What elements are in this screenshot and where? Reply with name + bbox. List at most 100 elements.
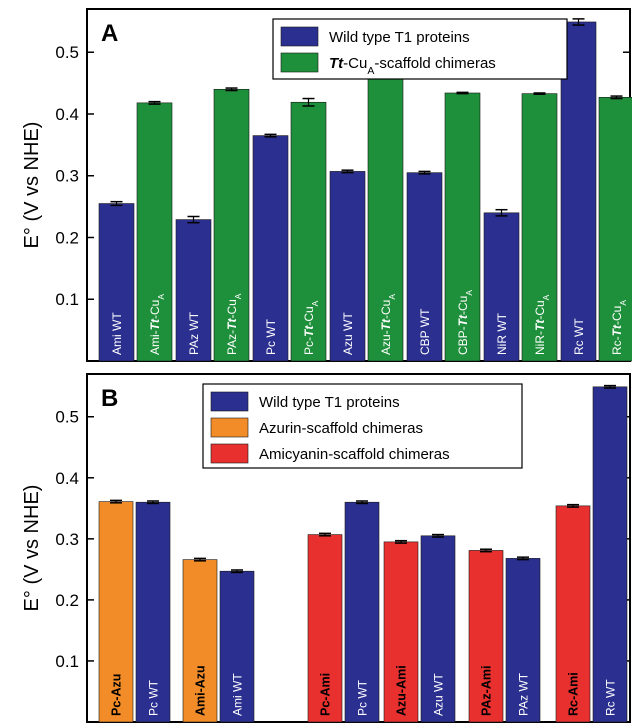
bar xyxy=(406,172,443,362)
bar-label-part: A xyxy=(233,293,243,299)
y-tick-label: 0.1 xyxy=(55,652,79,671)
bar-label-part: PAz- xyxy=(225,330,239,355)
bar xyxy=(135,501,171,723)
bar-label: Pc-Azu xyxy=(110,674,124,716)
bar-label-part: Azu WT xyxy=(341,312,355,355)
bar xyxy=(468,550,504,723)
bar-label: Pc WT xyxy=(147,679,161,716)
bar-label-part: Rc- xyxy=(610,336,624,355)
panel-B: 0.1 0.2 0.3 0.4 0.5 E° (V vs NHE) B Pc-Azu Pc WT… xyxy=(21,373,631,723)
bar-label: Ami-Tt-CuA xyxy=(148,294,166,355)
bar-label-part: Ami- xyxy=(148,330,162,355)
bar xyxy=(329,171,366,362)
bar xyxy=(213,88,250,362)
bar-label-part: CBP WT xyxy=(418,308,432,355)
bar-label-part: -Cu xyxy=(456,296,470,315)
y-tick-label: 0.4 xyxy=(55,469,79,488)
legend-label-part: Amicyanin-scaffold chimeras xyxy=(259,446,450,463)
bar-label-part: Pc WT xyxy=(264,318,278,355)
bar-label: Rc WT xyxy=(572,318,586,355)
bar-label: Pc-Ami xyxy=(319,673,333,716)
bar-label: Azu WT xyxy=(432,673,446,716)
y-tick-label: 0.3 xyxy=(55,167,79,186)
bar xyxy=(219,570,255,723)
bar-label-part: Azu-Ami xyxy=(395,665,409,716)
bar xyxy=(136,102,173,362)
y-tick-label: 0.1 xyxy=(55,290,79,309)
y-tick-label: 0.4 xyxy=(55,105,79,124)
panel-letter: A xyxy=(101,20,118,47)
y-tick-label: 0.2 xyxy=(55,228,79,247)
bar xyxy=(592,386,628,723)
y-axis-label: E° (V vs NHE) xyxy=(21,485,43,612)
bar xyxy=(383,541,419,723)
legend-label-part: Azurin-scaffold chimeras xyxy=(259,420,423,437)
legend-swatch xyxy=(280,52,319,73)
legend-label-part: A xyxy=(367,65,374,77)
legend-swatch xyxy=(210,417,249,438)
bar-label-part: Tt xyxy=(456,314,470,326)
bar-label-part: NiR- xyxy=(533,331,547,355)
bar-label: CBP WT xyxy=(418,308,432,355)
bar xyxy=(290,101,327,362)
bar-label-part: NiR WT xyxy=(495,312,509,355)
y-tick-label: 0.3 xyxy=(55,530,79,549)
bar-label: NiR-Tt-CuA xyxy=(533,294,551,355)
bar xyxy=(98,203,135,362)
bar-label-part: A xyxy=(387,294,397,300)
legend-label-part: -scaffold chimeras xyxy=(374,55,495,72)
bar-label-part: Tt xyxy=(148,318,162,330)
bar-label: Azu-Tt-CuA xyxy=(379,294,397,355)
bar xyxy=(367,71,404,362)
legend-box xyxy=(272,18,568,80)
bar-label-part: Rc WT xyxy=(572,318,586,355)
bar-label: CBP-Tt-CuA xyxy=(456,290,474,355)
bar-label: Rc-Tt-CuA xyxy=(610,300,628,355)
bar-label: PAz WT xyxy=(187,311,201,355)
bar xyxy=(175,219,212,362)
bar xyxy=(98,501,134,723)
bar-label: Pc-Tt-CuA xyxy=(302,300,320,355)
legend-box xyxy=(202,383,523,469)
bar-label: Azu-Ami xyxy=(395,665,409,716)
bar-label-part: Pc-Ami xyxy=(319,673,333,716)
bar-label-part: A xyxy=(541,294,551,300)
bar-label: Ami WT xyxy=(110,312,124,355)
legend-label-part: Tt xyxy=(329,55,344,72)
y-tick-label: 0.5 xyxy=(55,43,79,62)
legend-swatch xyxy=(210,391,249,412)
bar-label-part: -Cu xyxy=(533,300,547,319)
bar-label-part: PAz-Ami xyxy=(480,666,494,716)
legend-label-part: -Cu xyxy=(343,55,367,72)
bar xyxy=(555,505,591,723)
bar xyxy=(505,558,541,723)
bar-label: NiR WT xyxy=(495,312,509,355)
bar-label-part: -Cu xyxy=(302,306,316,325)
bar-label-part: Ami WT xyxy=(110,312,124,355)
bar-label-part: Pc WT xyxy=(356,679,370,716)
bar-label-part: Pc WT xyxy=(147,679,161,716)
bar-label: Pc WT xyxy=(356,679,370,716)
bar-label: PAz-Tt-CuA xyxy=(225,293,243,355)
bar-label-part: A xyxy=(618,300,628,306)
bar xyxy=(344,501,380,723)
bar-label: PAz WT xyxy=(517,672,531,716)
bar-label-part: Rc WT xyxy=(604,679,618,716)
y-tick-label: 0.2 xyxy=(55,591,79,610)
bar-label-part: Tt xyxy=(225,318,239,330)
bar-label-part: PAz WT xyxy=(187,311,201,355)
bar-label-part: Tt xyxy=(610,324,624,336)
bar-label: Rc WT xyxy=(604,679,618,716)
bar-label-part: Tt xyxy=(533,319,547,331)
bar-label-part: -Cu xyxy=(148,300,162,319)
bar-label-part: -Cu xyxy=(379,300,393,319)
legend-label: Amicyanin-scaffold chimeras xyxy=(259,446,450,463)
bar-label-part: PAz WT xyxy=(517,672,531,716)
bar xyxy=(521,93,558,362)
bar-label-part: Tt xyxy=(379,318,393,330)
legend-label: Wild type T1 proteins xyxy=(329,29,470,46)
bar-label-part: Tt xyxy=(302,325,316,337)
bar-label-part: Pc-Azu xyxy=(110,674,124,716)
legend-label-part: Wild type T1 proteins xyxy=(259,394,400,411)
